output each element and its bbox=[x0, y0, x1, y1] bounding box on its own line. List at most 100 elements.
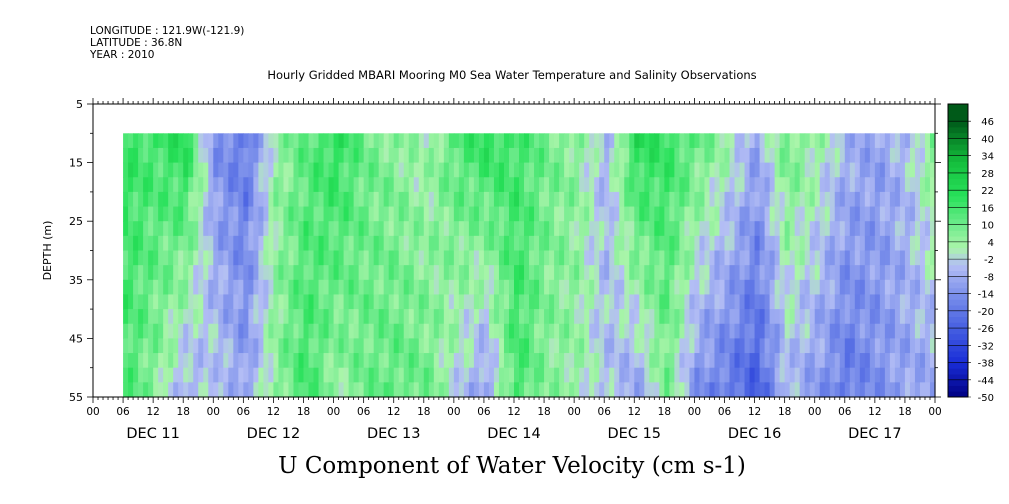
heatmap-cell bbox=[418, 250, 425, 266]
heatmap-cell bbox=[699, 353, 706, 369]
heatmap-cell bbox=[774, 353, 781, 369]
heatmap-cell bbox=[383, 206, 390, 222]
heatmap-cell bbox=[784, 235, 791, 252]
heatmap-cell bbox=[258, 133, 265, 149]
heatmap-cell bbox=[273, 309, 280, 325]
heatmap-cell bbox=[794, 294, 801, 310]
heatmap-cell bbox=[694, 294, 701, 310]
heatmap-cell bbox=[664, 147, 670, 164]
heatmap-cell bbox=[534, 353, 540, 369]
heatmap-cell bbox=[594, 235, 600, 252]
heatmap-cell bbox=[594, 221, 600, 237]
heatmap-cell bbox=[899, 294, 906, 310]
heatmap-cell bbox=[333, 294, 340, 310]
heatmap-cell bbox=[629, 250, 635, 266]
heatmap-cell bbox=[193, 162, 199, 178]
heatmap-cell bbox=[694, 133, 701, 149]
heatmap-cell bbox=[373, 162, 380, 178]
heatmap-cell bbox=[564, 294, 570, 310]
heatmap-cell bbox=[834, 279, 841, 296]
heatmap-cell bbox=[278, 323, 285, 339]
heatmap-cell bbox=[253, 206, 259, 222]
heatmap-cell bbox=[914, 367, 921, 383]
heatmap-cell bbox=[493, 294, 500, 310]
heatmap-cell bbox=[544, 323, 550, 339]
heatmap-cell bbox=[213, 309, 219, 325]
heatmap-cell bbox=[123, 323, 129, 339]
heatmap-cell bbox=[323, 191, 330, 208]
heatmap-cell bbox=[223, 250, 229, 266]
heatmap-cell bbox=[529, 191, 535, 208]
heatmap-cell bbox=[814, 133, 821, 149]
colorbar-swatch bbox=[948, 374, 968, 381]
heatmap-cell bbox=[188, 265, 194, 281]
heatmap-cell bbox=[228, 353, 234, 369]
heatmap-cell bbox=[423, 250, 430, 266]
heatmap-cell bbox=[824, 177, 831, 193]
heatmap-cell bbox=[719, 133, 726, 149]
colorbar-swatch bbox=[948, 236, 968, 243]
heatmap-cell bbox=[799, 250, 806, 266]
heatmap-cell bbox=[133, 353, 139, 369]
heatmap-cell bbox=[203, 133, 209, 149]
heatmap-cell bbox=[348, 206, 355, 222]
heatmap-cell bbox=[589, 265, 595, 281]
heatmap-cell bbox=[248, 235, 254, 252]
heatmap-cell bbox=[719, 279, 726, 296]
heatmap-cell bbox=[453, 279, 460, 296]
heatmap-cell bbox=[363, 265, 370, 281]
heatmap-cell bbox=[529, 294, 535, 310]
heatmap-cell bbox=[413, 235, 420, 252]
heatmap-cell bbox=[519, 338, 525, 354]
heatmap-cell bbox=[614, 338, 620, 354]
heatmap-cell bbox=[138, 250, 144, 266]
heatmap-cell bbox=[143, 367, 149, 383]
heatmap-cell bbox=[403, 338, 410, 354]
heatmap-cell bbox=[253, 265, 259, 281]
heatmap-cell bbox=[243, 294, 249, 310]
heatmap-cell bbox=[228, 250, 234, 266]
heatmap-cell bbox=[694, 309, 701, 325]
heatmap-cell bbox=[223, 221, 229, 237]
heatmap-cell bbox=[428, 235, 435, 252]
x-hour-label: 12 bbox=[628, 406, 641, 418]
heatmap-cell bbox=[894, 133, 901, 149]
heatmap-cell bbox=[694, 235, 701, 252]
heatmap-cell bbox=[924, 250, 931, 266]
heatmap-cell bbox=[193, 353, 199, 369]
heatmap-cell bbox=[333, 250, 340, 266]
heatmap-cell bbox=[208, 353, 214, 369]
heatmap-cell bbox=[318, 294, 325, 310]
heatmap-cell bbox=[904, 323, 911, 339]
heatmap-cell bbox=[483, 235, 490, 252]
heatmap-cell bbox=[559, 309, 565, 325]
heatmap-cell bbox=[859, 353, 866, 369]
heatmap-cell bbox=[779, 133, 786, 149]
heatmap-cell bbox=[724, 133, 731, 149]
heatmap-cell bbox=[674, 309, 680, 325]
x-hour-label: 18 bbox=[417, 406, 430, 418]
heatmap-cell bbox=[153, 235, 159, 252]
heatmap-cell bbox=[519, 353, 525, 369]
heatmap-cell bbox=[854, 221, 861, 237]
heatmap-cell bbox=[644, 265, 650, 281]
heatmap-cell bbox=[904, 338, 911, 354]
heatmap-cell bbox=[123, 191, 129, 208]
colorbar-swatch bbox=[948, 213, 968, 220]
heatmap-cell bbox=[639, 367, 645, 383]
heatmap-cell bbox=[539, 367, 545, 383]
heatmap-cell bbox=[508, 221, 515, 237]
heatmap-cell bbox=[904, 206, 911, 222]
heatmap-cell bbox=[819, 250, 826, 266]
heatmap-cell bbox=[544, 191, 550, 208]
heatmap-cell bbox=[488, 235, 495, 252]
heatmap-cell bbox=[604, 221, 610, 237]
heatmap-cell bbox=[829, 294, 836, 310]
heatmap-cell bbox=[438, 353, 445, 369]
heatmap-cell bbox=[143, 265, 149, 281]
heatmap-cell bbox=[584, 309, 590, 325]
heatmap-cell bbox=[268, 221, 275, 237]
heatmap-cell bbox=[168, 147, 174, 164]
heatmap-cell bbox=[699, 323, 706, 339]
heatmap-cell bbox=[769, 338, 776, 354]
